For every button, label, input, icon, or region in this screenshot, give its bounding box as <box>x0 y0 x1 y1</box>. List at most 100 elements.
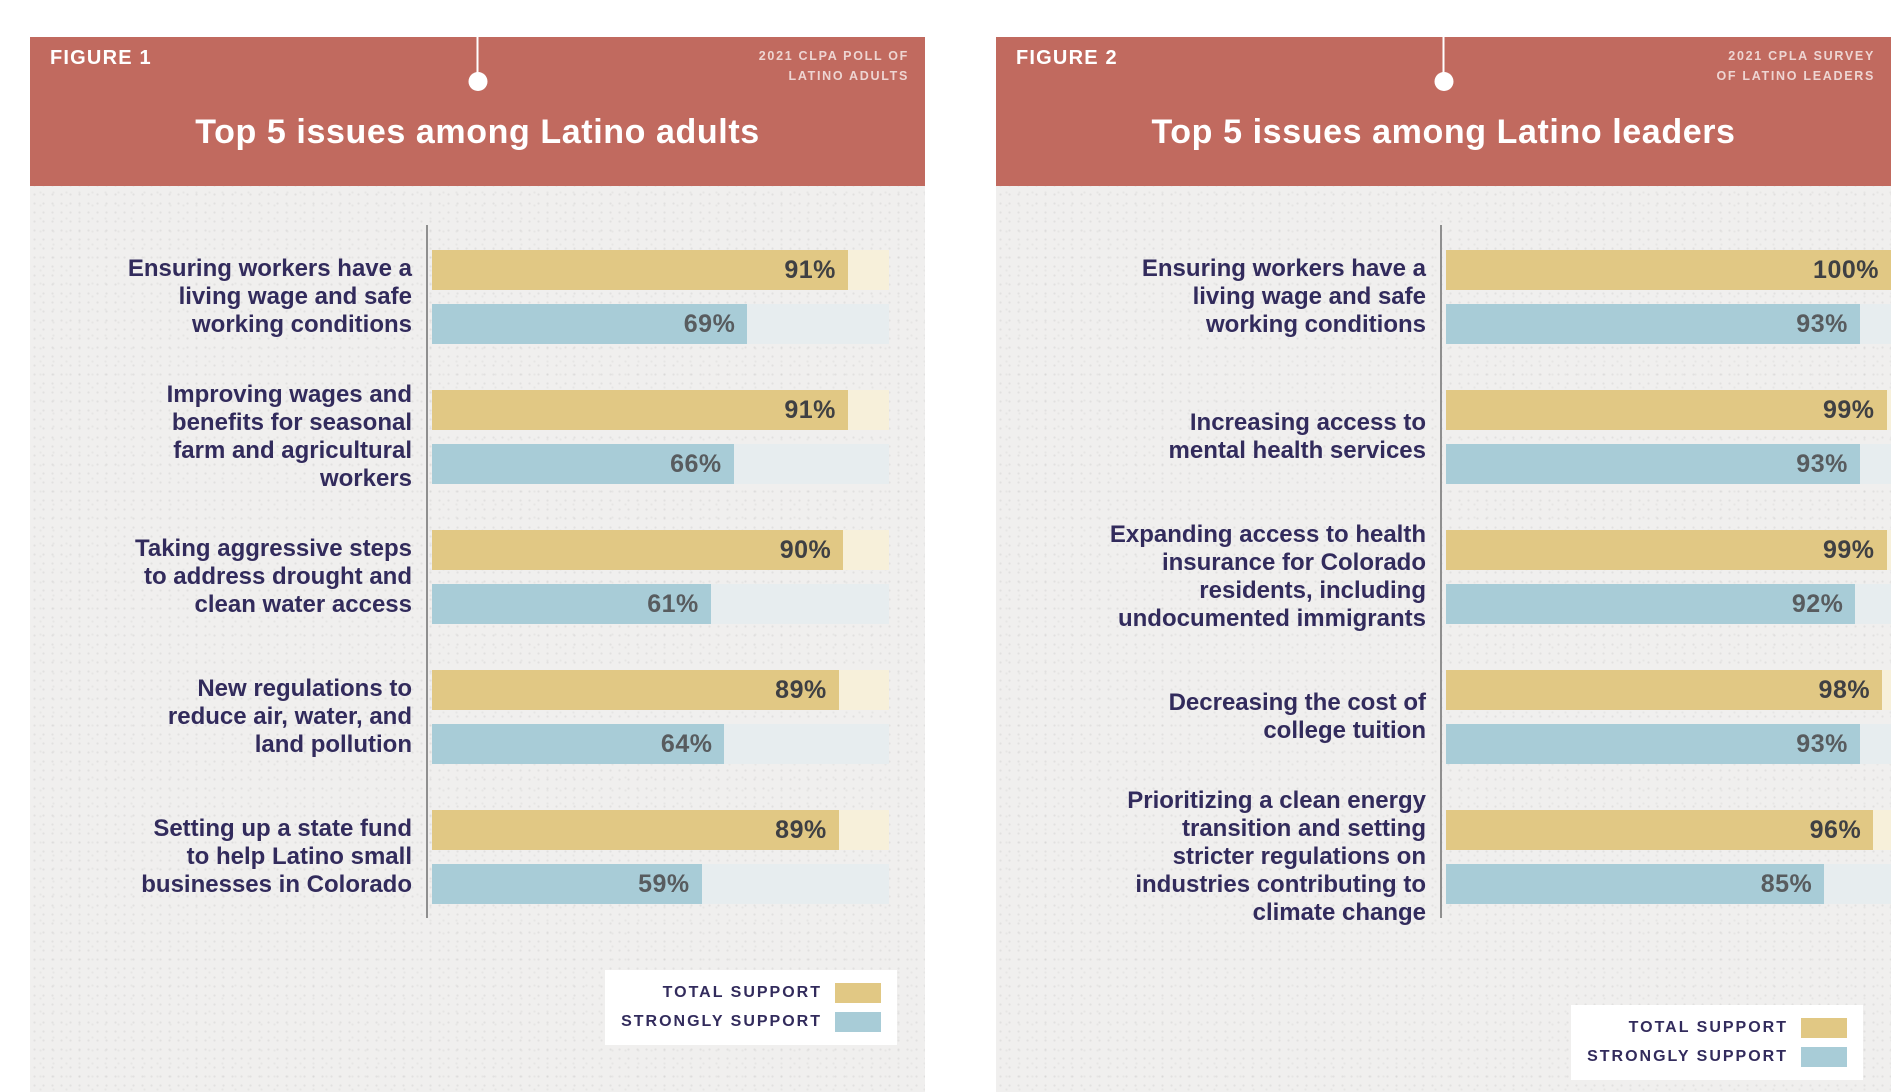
total-support-bar: 90% <box>432 530 844 570</box>
total-support-track: 91% <box>432 390 889 430</box>
total-support-swatch <box>1801 1018 1847 1038</box>
strongly-support-bar: 85% <box>1446 864 1825 904</box>
total-support-bar: 98% <box>1446 670 1883 710</box>
strongly-support-swatch <box>1801 1047 1847 1067</box>
value-label: 66% <box>670 449 722 478</box>
total-support-bar: 89% <box>432 670 839 710</box>
issue-row: Ensuring workers have a living wage and … <box>996 250 1891 344</box>
value-label: 93% <box>1796 309 1848 338</box>
issue-row: Increasing access to mental health servi… <box>996 390 1891 484</box>
source-line: OF LATINO LEADERS <box>1716 69 1875 83</box>
issue-row: Prioritizing a clean energy transition a… <box>996 787 1891 926</box>
total-support-bar: 99% <box>1446 390 1887 430</box>
strongly-support-bar: 93% <box>1446 444 1860 484</box>
figure1-chart: Ensuring workers have a living wage and … <box>30 225 925 918</box>
value-label: 98% <box>1818 675 1871 704</box>
value-label: 92% <box>1791 589 1844 618</box>
value-label: 100% <box>1813 255 1879 284</box>
issue-row: Decreasing the cost of college tuition 9… <box>996 670 1891 764</box>
issue-row: Taking aggressive steps to address droug… <box>30 530 925 624</box>
strongly-support-bar: 92% <box>1446 584 1856 624</box>
strongly-support-track: 92% <box>1446 584 1891 624</box>
value-label: 93% <box>1796 449 1848 478</box>
figure2-header: FIGURE 2 2021 CPLA SURVEY OF LATINO LEAD… <box>996 37 1891 186</box>
strongly-support-track: 93% <box>1446 304 1891 344</box>
strongly-support-track: 66% <box>432 444 889 484</box>
strongly-support-bar: 93% <box>1446 304 1860 344</box>
category-label: Decreasing the cost of college tuition <box>1168 688 1426 744</box>
total-support-track: 91% <box>432 250 889 290</box>
pin-icon <box>1434 37 1453 91</box>
strongly-support-bar: 59% <box>432 864 702 904</box>
total-support-bar: 99% <box>1446 530 1887 570</box>
legend-total-label: TOTAL SUPPORT <box>1628 1019 1788 1036</box>
figure1-title: Top 5 issues among Latino adults <box>195 113 760 151</box>
value-label: 61% <box>647 589 699 618</box>
pin-icon <box>468 37 487 91</box>
issue-row: Expanding access to health insurance for… <box>996 521 1891 632</box>
category-label: Expanding access to health insurance for… <box>1109 520 1426 633</box>
value-label: 89% <box>775 815 827 844</box>
category-label: Ensuring workers have a living wage and … <box>1141 254 1426 339</box>
strongly-support-track: 61% <box>432 584 889 624</box>
baseline-axis <box>1440 225 1442 918</box>
strongly-support-track: 69% <box>432 304 889 344</box>
legend-row-strongly: STRONGLY SUPPORT <box>1587 1047 1847 1067</box>
strongly-support-track: 59% <box>432 864 889 904</box>
strongly-support-bar: 61% <box>432 584 711 624</box>
category-label: Improving wages and benefits for seasona… <box>166 380 412 493</box>
value-label: 64% <box>660 729 713 758</box>
category-label: New regulations to reduce air, water, an… <box>167 674 412 759</box>
total-support-track: 98% <box>1446 670 1891 710</box>
total-support-track: 100% <box>1446 250 1891 290</box>
source-line: LATINO ADULTS <box>788 69 909 83</box>
total-support-track: 99% <box>1446 530 1891 570</box>
value-label: 89% <box>775 675 827 704</box>
strongly-support-swatch <box>835 1012 881 1032</box>
legend-row-strongly: STRONGLY SUPPORT <box>621 1012 881 1032</box>
total-support-track: 89% <box>432 670 889 710</box>
total-support-swatch <box>835 983 881 1003</box>
value-label: 59% <box>638 869 690 898</box>
strongly-support-bar: 69% <box>432 304 748 344</box>
category-label: Prioritizing a clean energy transition a… <box>1127 786 1426 927</box>
strongly-support-bar: 93% <box>1446 724 1860 764</box>
total-support-track: 89% <box>432 810 889 850</box>
total-support-bar: 91% <box>432 390 848 430</box>
legend-row-total: TOTAL SUPPORT <box>663 983 881 1003</box>
category-label: Taking aggressive steps to address droug… <box>134 534 412 619</box>
strongly-support-bar: 66% <box>432 444 734 484</box>
legend: TOTAL SUPPORT STRONGLY SUPPORT <box>605 970 897 1045</box>
figure2-panel: FIGURE 2 2021 CPLA SURVEY OF LATINO LEAD… <box>996 37 1891 1092</box>
issue-row: Improving wages and benefits for seasona… <box>30 381 925 492</box>
value-label: 90% <box>779 535 832 564</box>
strongly-support-track: 64% <box>432 724 889 764</box>
figure1-panel: FIGURE 1 2021 CLPA POLL OF LATINO ADULTS… <box>30 37 925 1092</box>
figure1-source: 2021 CLPA POLL OF LATINO ADULTS <box>759 46 909 86</box>
legend-strongly-label: STRONGLY SUPPORT <box>1587 1048 1788 1065</box>
value-label: 91% <box>784 255 836 284</box>
issue-row: New regulations to reduce air, water, an… <box>30 670 925 764</box>
category-label: Ensuring workers have a living wage and … <box>127 254 412 339</box>
figure2-tag: FIGURE 2 <box>1016 47 1118 69</box>
value-label: 85% <box>1760 869 1813 898</box>
figure1-tag: FIGURE 1 <box>50 47 152 69</box>
pin-dot <box>468 72 487 91</box>
total-support-bar: 96% <box>1446 810 1874 850</box>
total-support-bar: 89% <box>432 810 839 850</box>
legend-row-total: TOTAL SUPPORT <box>1629 1018 1847 1038</box>
issue-row: Ensuring workers have a living wage and … <box>30 250 925 344</box>
strongly-support-bar: 64% <box>432 724 725 764</box>
pin-dot <box>1434 72 1453 91</box>
figure1-header: FIGURE 1 2021 CLPA POLL OF LATINO ADULTS… <box>30 37 925 186</box>
category-label: Setting up a state fund to help Latino s… <box>141 814 412 899</box>
legend-strongly-label: STRONGLY SUPPORT <box>621 1013 822 1030</box>
total-support-track: 99% <box>1446 390 1891 430</box>
value-label: 91% <box>784 395 836 424</box>
figure2-chart: Ensuring workers have a living wage and … <box>996 225 1891 926</box>
total-support-bar: 91% <box>432 250 848 290</box>
legend-total-label: TOTAL SUPPORT <box>662 984 822 1001</box>
strongly-support-track: 93% <box>1446 724 1891 764</box>
source-line: 2021 CPLA SURVEY <box>1728 49 1875 63</box>
